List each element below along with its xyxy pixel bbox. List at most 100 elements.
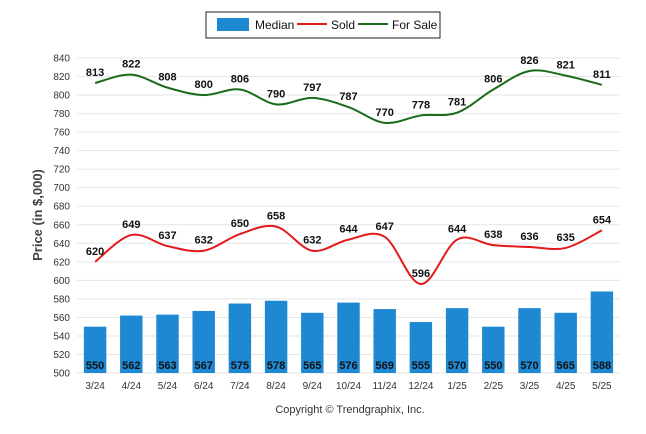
for-sale-point-value: 822 [122, 59, 140, 71]
y-tick-label: 840 [53, 54, 70, 65]
y-tick-label: 780 [53, 109, 70, 120]
median-bar [518, 308, 541, 373]
y-tick-label: 760 [53, 128, 70, 139]
series-line-labels: 620 649 637 632 650 658 632 644 647 596 644 638 636 6… [86, 55, 612, 280]
median-bar-value: 575 [231, 360, 249, 372]
x-tick-label: 9/24 [303, 381, 323, 392]
median-bar-value: 569 [376, 360, 394, 372]
for-sale-point-value: 821 [557, 60, 575, 72]
legend-median-label: Median [255, 18, 294, 32]
x-tick-label: 8/24 [266, 381, 286, 392]
median-bar-value: 588 [593, 360, 611, 372]
median-bar-labels: 550 562 563 567 575 578 565 576 569 555 570 550 570 5… [86, 360, 611, 372]
sold-point-value: 632 [195, 235, 213, 247]
for-sale-point-value: 813 [86, 67, 104, 79]
for-sale-point-value: 787 [339, 91, 357, 103]
median-bar [482, 326, 505, 373]
y-tick-label: 660 [53, 220, 70, 231]
median-bar-value: 576 [339, 360, 357, 372]
sold-line [94, 224, 603, 286]
y-tick-label: 600 [53, 276, 70, 287]
sold-point-value: 635 [557, 232, 575, 244]
median-bar-value: 563 [158, 360, 176, 372]
series-lines [94, 69, 603, 286]
for-sale-point-value: 808 [158, 72, 176, 84]
for-sale-point-value: 806 [484, 74, 502, 86]
x-tick-label: 2/25 [484, 381, 504, 392]
median-bar-value: 550 [484, 360, 502, 372]
y-tick-label: 820 [53, 72, 70, 83]
sold-point-value: 644 [448, 224, 467, 236]
median-bar [120, 315, 143, 373]
x-tick-label: 10/24 [336, 381, 361, 392]
median-bar [445, 308, 469, 373]
sold-point-value: 650 [231, 218, 249, 230]
legend: Median Sold For Sale [205, 11, 441, 39]
sold-point-value: 647 [376, 221, 394, 233]
y-tick-label: 560 [53, 313, 70, 324]
y-tick-label: 520 [53, 350, 70, 361]
for-sale-point-value: 790 [267, 88, 285, 100]
y-tick-label: 740 [53, 146, 70, 157]
median-bar-value: 555 [412, 360, 430, 372]
median-bar [301, 312, 324, 373]
for-sale-line [94, 69, 603, 125]
legend-sold-label: Sold [331, 18, 355, 32]
sold-point-value: 649 [122, 219, 140, 231]
for-sale-point-value: 806 [231, 74, 249, 86]
median-bar [373, 309, 396, 373]
median-bar-value: 578 [267, 360, 285, 372]
median-bar [554, 312, 577, 373]
x-tick-label: 12/24 [408, 381, 433, 392]
median-bar [83, 326, 107, 373]
x-tick-label: 5/25 [592, 381, 612, 392]
for-sale-point-value: 778 [412, 99, 430, 111]
sold-point-value: 632 [303, 235, 321, 247]
x-tick-label: 1/25 [447, 381, 467, 392]
for-sale-point-value: 797 [303, 82, 321, 94]
for-sale-point-value: 770 [376, 107, 394, 119]
median-bar-value: 562 [122, 360, 140, 372]
x-axis-ticks: 3/24 4/24 5/24 6/24 7/24 8/24 9/24 10/24 11/24 12… [85, 381, 612, 392]
median-bar [409, 322, 433, 373]
median-bar-value: 565 [303, 360, 321, 372]
sold-point-value: 654 [593, 214, 612, 226]
x-tick-label: 5/24 [158, 381, 178, 392]
y-tick-label: 640 [53, 239, 70, 250]
sold-point-value: 637 [158, 230, 176, 242]
median-bar-value: 570 [448, 360, 466, 372]
sold-point-value: 636 [520, 231, 538, 243]
median-bar-value: 565 [557, 360, 575, 372]
sold-point-value: 620 [86, 246, 104, 258]
y-tick-label: 720 [53, 165, 70, 176]
legend-median-swatch [217, 18, 249, 31]
x-tick-label: 3/25 [520, 381, 540, 392]
for-sale-point-value: 781 [448, 97, 466, 109]
median-bar-value: 570 [520, 360, 538, 372]
y-tick-label: 540 [53, 331, 70, 342]
median-bar-value: 550 [86, 360, 104, 372]
legend-for-sale-label: For Sale [392, 18, 438, 32]
y-tick-label: 680 [53, 202, 70, 213]
for-sale-point-value: 800 [195, 79, 213, 91]
x-tick-label: 7/24 [230, 381, 250, 392]
y-tick-label: 620 [53, 257, 70, 268]
for-sale-point-value: 826 [520, 55, 538, 67]
y-tick-label: 700 [53, 183, 70, 194]
sold-point-value: 596 [412, 268, 430, 280]
sold-point-value: 638 [484, 229, 502, 241]
sold-point-value: 658 [267, 211, 285, 223]
median-bar [192, 310, 215, 373]
sold-point-value: 644 [339, 224, 358, 236]
median-bars [83, 291, 614, 373]
copyright-text: Copyright © Trendgraphix, Inc. [275, 404, 424, 416]
x-tick-label: 4/24 [122, 381, 142, 392]
for-sale-point-value: 811 [593, 69, 611, 81]
x-tick-label: 11/24 [373, 381, 398, 392]
y-axis-ticks: 500 520 540 560 580 600 620 640 660 680 700 720 740 7… [53, 54, 70, 380]
y-tick-label: 500 [53, 369, 70, 380]
x-tick-label: 3/24 [85, 381, 105, 392]
x-tick-label: 6/24 [194, 381, 214, 392]
median-bar [156, 314, 179, 373]
